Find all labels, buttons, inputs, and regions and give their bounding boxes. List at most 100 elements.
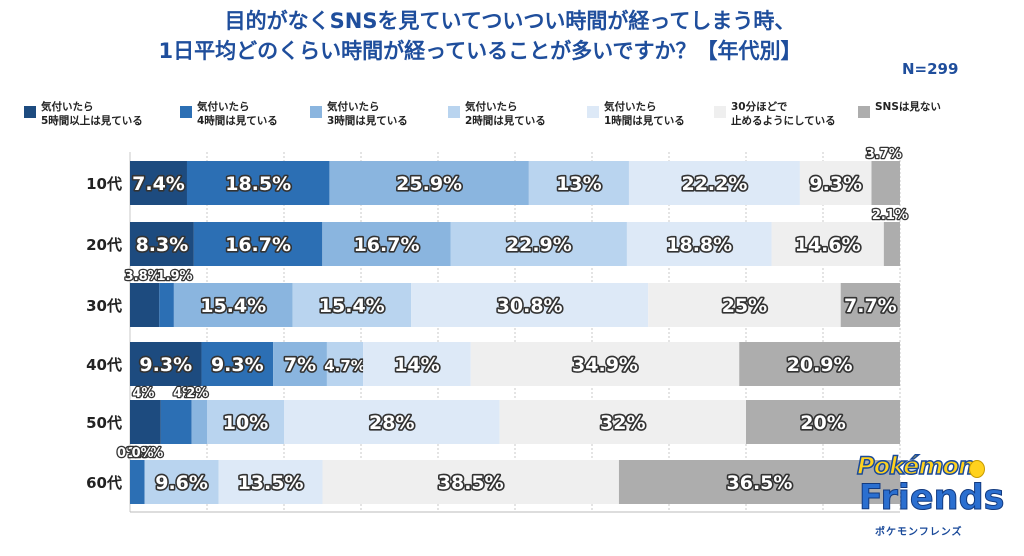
data-label: 20% bbox=[800, 412, 845, 434]
legend-item: 気付いたら 4時間は見ている bbox=[180, 100, 278, 128]
data-label: 9.6% bbox=[155, 472, 208, 494]
sample-size-label: N=299 bbox=[902, 60, 959, 78]
bar-segment bbox=[130, 342, 202, 386]
data-label: 7.4% bbox=[132, 173, 185, 195]
data-label: 2.1% bbox=[872, 208, 908, 223]
data-label: 9.3% bbox=[809, 173, 862, 195]
bar-segment bbox=[326, 342, 364, 386]
bar-segment bbox=[618, 460, 900, 504]
data-label: 9.3% bbox=[211, 354, 264, 376]
data-label: 38.5% bbox=[438, 472, 504, 494]
logo-kana: ポケモンフレンズ bbox=[875, 527, 963, 538]
data-label: 10% bbox=[223, 412, 268, 434]
bar-segment bbox=[191, 400, 207, 444]
bar-segment bbox=[186, 161, 330, 205]
data-label: 25% bbox=[722, 295, 767, 317]
bar-segment bbox=[883, 222, 900, 266]
category-label: 20代 bbox=[86, 236, 122, 254]
data-label: 22.2% bbox=[681, 173, 747, 195]
data-label: 16.7% bbox=[354, 234, 420, 256]
bar-segment bbox=[528, 161, 629, 205]
bar-segment bbox=[739, 342, 900, 386]
legend-swatch bbox=[448, 106, 460, 118]
bar-segment bbox=[840, 283, 900, 327]
bar-segment bbox=[322, 460, 619, 504]
data-label: 7% bbox=[284, 354, 316, 376]
bar-segment bbox=[144, 460, 219, 504]
data-label: 14.6% bbox=[795, 234, 861, 256]
data-label: 7.7% bbox=[844, 295, 897, 317]
bar-segment bbox=[746, 400, 900, 444]
legend-swatch bbox=[714, 106, 726, 118]
data-label: 1.9% bbox=[157, 269, 193, 284]
legend-swatch bbox=[858, 106, 870, 118]
data-label: 30.8% bbox=[497, 295, 563, 317]
data-label: 18.5% bbox=[225, 173, 291, 195]
bar-segment bbox=[130, 222, 194, 266]
chart-title: 目的がなくSNSを見ていてついつい時間が経ってしまう時、 1日平均どのくらい時間… bbox=[60, 6, 960, 66]
data-label: 15.4% bbox=[319, 295, 385, 317]
data-label: 13.5% bbox=[238, 472, 304, 494]
bar-segment bbox=[193, 222, 323, 266]
data-label: 34.9% bbox=[572, 354, 638, 376]
data-label: 3.8% bbox=[125, 269, 161, 284]
bar-segment bbox=[207, 400, 284, 444]
data-label: 4% bbox=[173, 386, 195, 401]
pokemon-friends-logo: Pokémon Friends ポケモンフレンズ bbox=[845, 450, 1015, 545]
legend-label: 気付いたら 1時間は見ている bbox=[604, 101, 685, 127]
legend: 気付いたら 5時間以上は見ている 気付いたら 4時間は見ている 気付いたら 3時間は… bbox=[24, 100, 1014, 140]
bar-segment bbox=[626, 222, 772, 266]
legend-label: 30分ほどで 止めるようにしている bbox=[731, 101, 836, 127]
legend-swatch bbox=[310, 106, 322, 118]
category-label: 10代 bbox=[86, 175, 122, 193]
data-label: 9.3% bbox=[139, 354, 192, 376]
legend-item: 30分ほどで 止めるようにしている bbox=[714, 100, 836, 128]
bar-segment bbox=[218, 460, 323, 504]
bar-segment bbox=[648, 283, 841, 327]
data-label: 20.9% bbox=[787, 354, 853, 376]
logo-brand: Pokémon bbox=[856, 451, 976, 481]
data-label: 1.9% bbox=[127, 446, 163, 461]
legend-item: 気付いたら 3時間は見ている bbox=[310, 100, 408, 128]
bar-segment bbox=[329, 161, 529, 205]
data-label: 14% bbox=[394, 354, 439, 376]
bar-segment bbox=[173, 283, 293, 327]
data-label: 25.9% bbox=[396, 173, 462, 195]
bar-segment bbox=[292, 283, 412, 327]
logo-name: Friends bbox=[858, 478, 1005, 519]
bar-segment bbox=[363, 342, 471, 386]
bar-segment bbox=[771, 222, 884, 266]
bar-segment bbox=[450, 222, 627, 266]
data-label: 36.5% bbox=[727, 472, 793, 494]
data-label: 3.7% bbox=[866, 147, 902, 162]
title-line-2: 1日平均どのくらい時間が経っていることが多いですか？【年代別】 bbox=[158, 39, 802, 63]
legend-label: 気付いたら 5時間以上は見ている bbox=[41, 101, 143, 127]
legend-label: SNSは見ない bbox=[875, 101, 941, 113]
bar-segment bbox=[499, 400, 746, 444]
legend-item: 気付いたら 2時間は見ている bbox=[448, 100, 546, 128]
legend-item: 気付いたら 5時間以上は見ている bbox=[24, 100, 143, 128]
bar-segment bbox=[130, 283, 160, 327]
bar-segment bbox=[799, 161, 872, 205]
legend-item: 気付いたら 1時間は見ている bbox=[587, 100, 685, 128]
bar-segment bbox=[628, 161, 800, 205]
data-label: 22.9% bbox=[506, 234, 572, 256]
category-label: 50代 bbox=[86, 414, 122, 432]
data-label: 16.7% bbox=[225, 234, 291, 256]
category-label: 40代 bbox=[86, 356, 122, 374]
legend-label: 気付いたら 3時間は見ている bbox=[327, 101, 408, 127]
category-label: 60代 bbox=[86, 474, 122, 492]
data-label: 28% bbox=[369, 412, 414, 434]
bar-segment bbox=[160, 400, 192, 444]
data-label: 32% bbox=[600, 412, 645, 434]
bar-segment bbox=[273, 342, 327, 386]
data-label: 4.7% bbox=[324, 357, 366, 375]
bar-segment bbox=[284, 400, 500, 444]
bar-segment bbox=[322, 222, 451, 266]
legend-swatch bbox=[180, 106, 192, 118]
data-label: 2% bbox=[186, 386, 208, 401]
data-label: 8.3% bbox=[136, 234, 189, 256]
bar-segment bbox=[470, 342, 740, 386]
legend-swatch bbox=[587, 106, 599, 118]
